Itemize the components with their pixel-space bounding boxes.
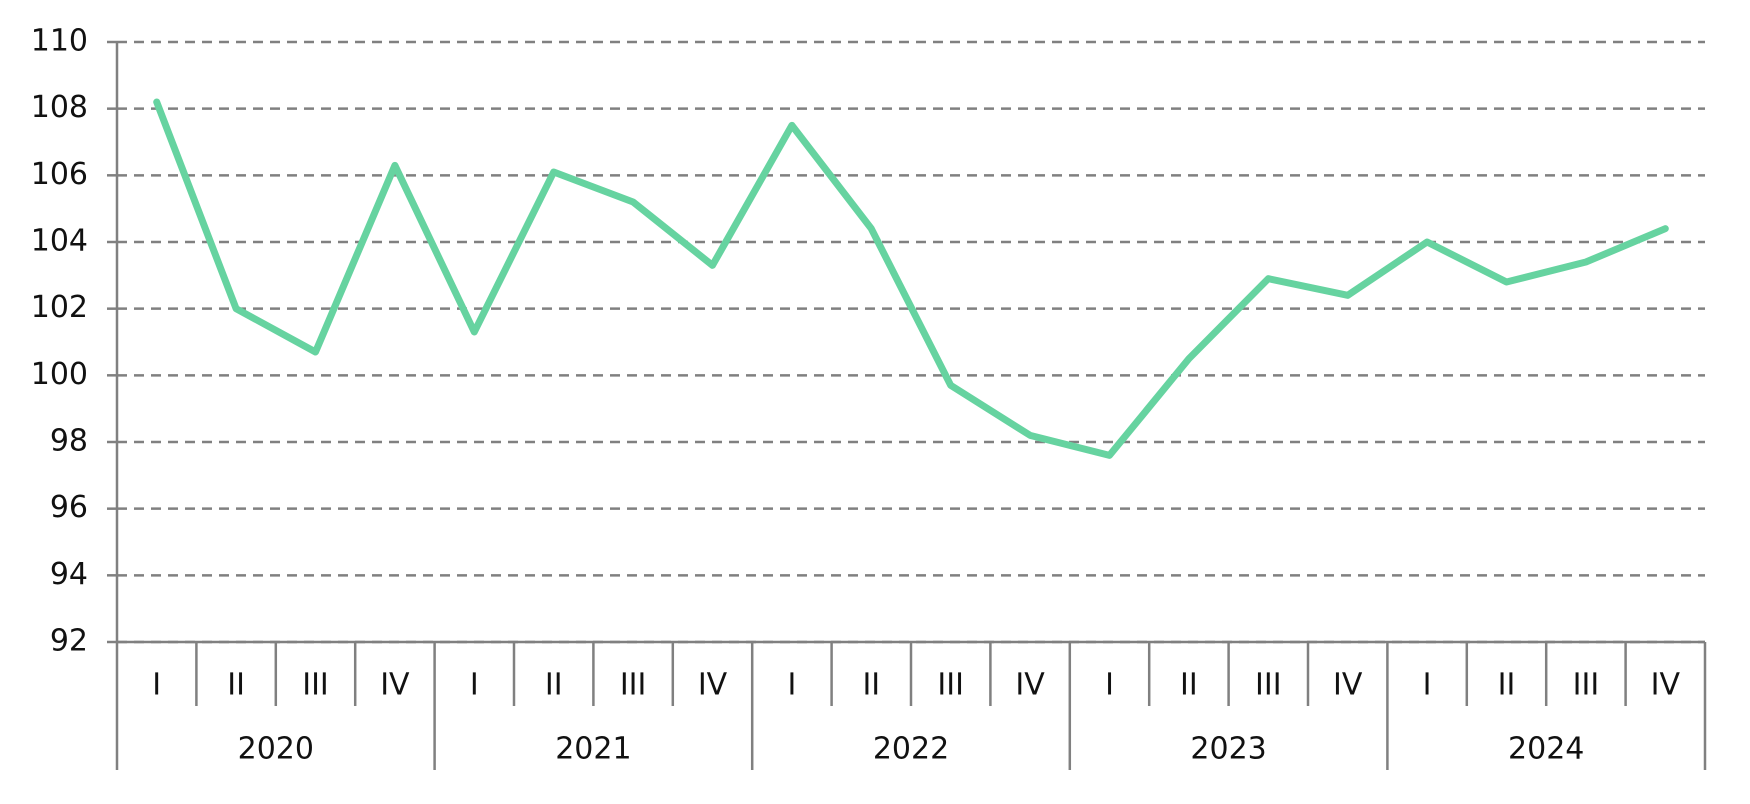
y-tick-label: 102 [31,290,88,325]
data-line [153,98,1669,459]
x-tick-label: II [862,668,880,703]
x-tick-label: IV [1651,668,1681,703]
x-tick-label: IV [380,668,410,703]
x-group-label: 2021 [555,732,631,767]
y-tick-label: 110 [31,24,88,59]
y-tick-label: 108 [31,90,88,125]
y-tick-label: 94 [50,557,88,592]
x-tick-label: I [470,668,479,703]
x-group-label: 2023 [1190,732,1266,767]
y-tick-label: 104 [31,224,88,259]
x-tick-label: I [787,668,796,703]
y-tick-label: 92 [50,624,88,659]
x-tick-label: III [1573,668,1600,703]
x-tick-label: II [1180,668,1198,703]
x-tick-label: III [620,668,647,703]
y-tick-label: 100 [31,357,88,392]
x-tick-label: IV [1015,668,1045,703]
x-tick-label: II [545,668,563,703]
x-tick-label: IV [1333,668,1363,703]
x-group-label: 2020 [238,732,314,767]
x-tick-label: I [1105,668,1114,703]
x-tick-label: III [1255,668,1282,703]
x-tick-label: III [937,668,964,703]
x-tick-label: III [302,668,329,703]
y-tick-label: 96 [50,490,88,525]
x-group-label: 2022 [873,732,949,767]
x-tick-label: IV [698,668,728,703]
y-tick-label: 106 [31,157,88,192]
x-tick-label: II [227,668,245,703]
x-group-label: 2024 [1508,732,1584,767]
y-tick-label: 98 [50,424,88,459]
x-tick-label: II [1498,668,1516,703]
x-tick-label: I [152,668,161,703]
x-tick-label: I [1423,668,1432,703]
